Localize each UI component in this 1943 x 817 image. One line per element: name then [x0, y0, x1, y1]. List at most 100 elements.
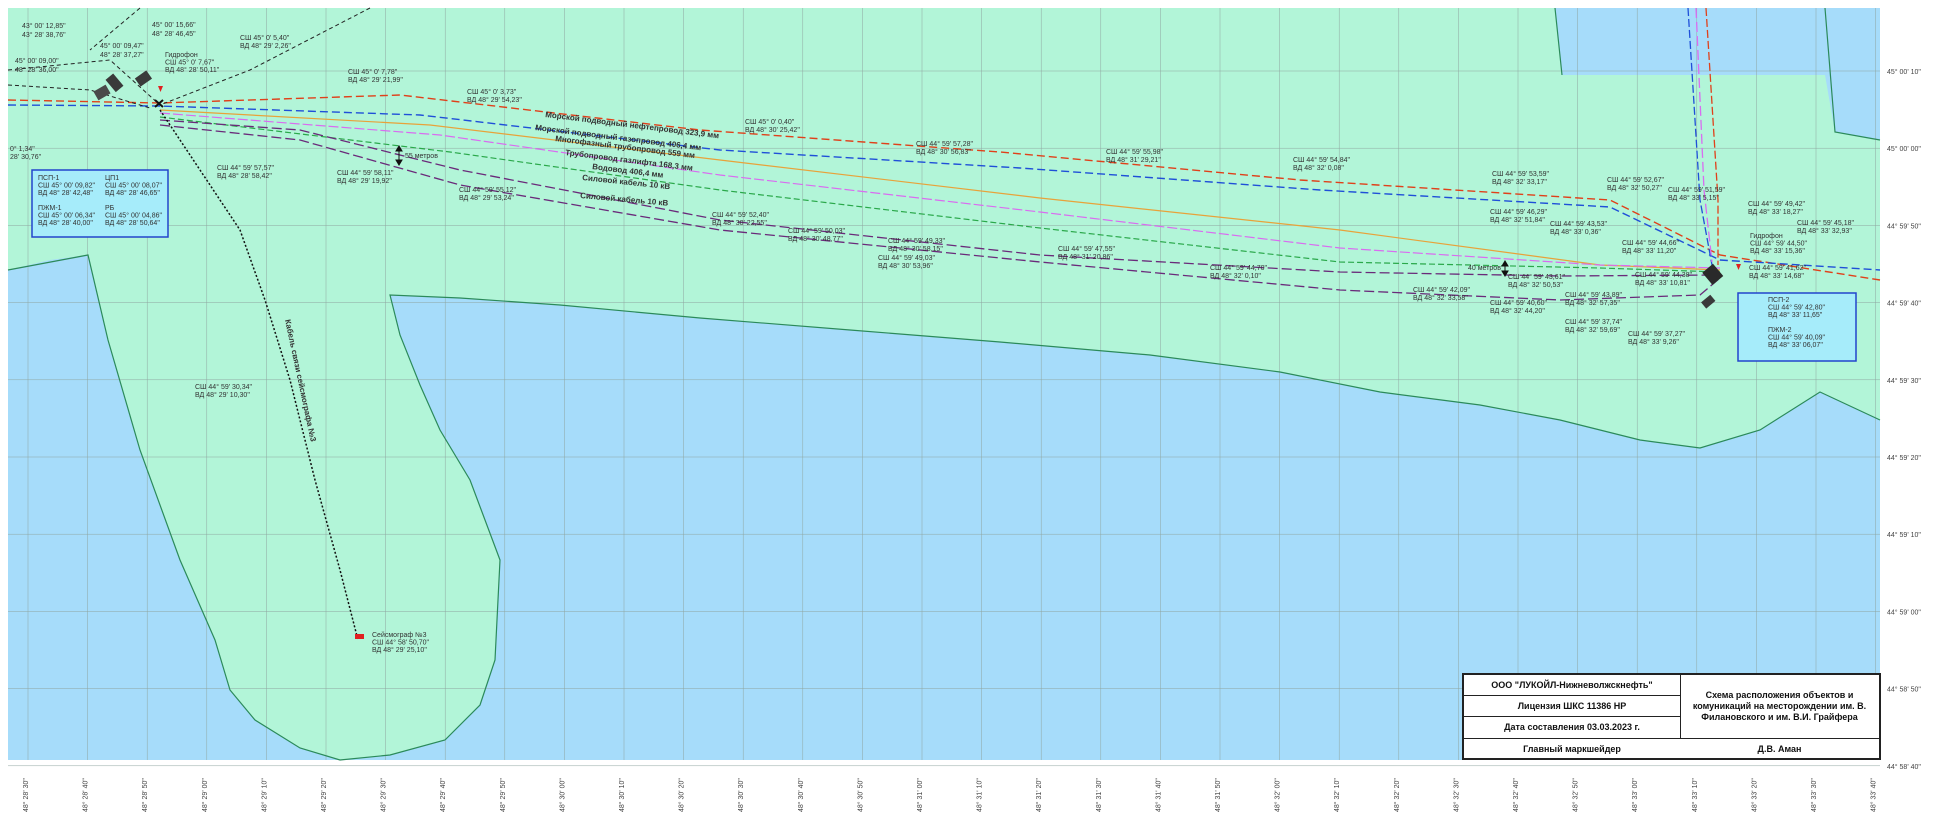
tsp-1-label: ЦП1 СШ 45° 00' 08,07" ВД 48° 28' 46,65" РБ… — [105, 175, 163, 227]
lat-tick-label: 44° 58' 50" — [1887, 686, 1921, 694]
coordinate-label: СШ 44° 59' 37,27" ВД 48° 33' 9,26" — [1628, 330, 1686, 346]
distance-label-40m: 40 метров — [1468, 265, 1501, 272]
coordinate-label: СШ 45° 0' 3,73" ВД 48° 29' 54,23" — [467, 88, 522, 104]
water-inlet — [1555, 8, 1880, 140]
coordinate-label: СШ 44° 59' 55,12" ВД 48° 29' 53,24" — [459, 186, 517, 202]
lon-tick-label: 48° 30' 50" — [856, 778, 864, 812]
pspl-2-label: ПСП-2 СШ 44° 59' 42,80" ВД 48° 33' 11,65" … — [1768, 297, 1826, 349]
oil-pipeline — [7, 94, 1881, 281]
coordinate-label: СШ 44° 59' 57,28" ВД 48° 30' 56,83" — [916, 140, 974, 156]
lon-tick-label: 48° 30' 00" — [558, 778, 566, 812]
lon-tick-label: 48° 33' 00" — [1631, 778, 1639, 812]
coordinate-label: СШ 44° 59' 52,67" ВД 48° 32' 50,27" — [1607, 176, 1665, 192]
pipelines — [7, 7, 1881, 641]
coordinate-label: СШ 44° 59' 43,61" ВД 48° 32' 50,53" — [1508, 273, 1566, 289]
lon-tick-label: 48° 31' 10" — [976, 778, 984, 812]
corner-coordinate-label: 45° 00' 09,00" 48° 28' 36,00" — [15, 57, 59, 74]
coordinate-label: СШ 44° 59' 51,59" ВД 48° 33' 5,15" — [1668, 186, 1726, 202]
lat-tick-label: 45° 00' 10" — [1887, 68, 1921, 76]
hydrophone-1-icon — [158, 86, 163, 92]
coordinate-label: СШ 44° 59' 45,18" ВД 48° 33' 32,93" — [1797, 219, 1855, 235]
coordinate-label: СШ 44° 59' 42,09" ВД 48° 32' 33,58" — [1413, 286, 1471, 302]
gaslift-pipeline — [159, 112, 1721, 269]
lon-tick-label: 48° 28' 30" — [22, 778, 30, 812]
lon-tick-label: 48° 30' 10" — [618, 778, 626, 812]
platform-1-icon — [93, 70, 164, 108]
water-pipeline — [159, 116, 1721, 273]
multiphase-riser-line — [1695, 7, 1713, 263]
lat-tick-label: 44° 59' 00" — [1887, 608, 1921, 616]
lon-tick-label: 48° 29' 10" — [260, 778, 268, 812]
title-block-left: ООО "ЛУКОЙЛ-Нижневолжскнефть" Лицензия Ш… — [1464, 675, 1681, 738]
map-title: Схема расположения объектов и комуникаци… — [1692, 690, 1867, 722]
seismograph-cable — [159, 109, 359, 641]
lat-tick-label: 44° 59' 20" — [1887, 454, 1921, 462]
corner-coordinate-label: 45° 00' 15,66" 48° 28' 46,45" — [152, 21, 196, 38]
power-cable-2 — [159, 124, 1721, 301]
coordinate-label: СШ 44° 59' 41,62" ВД 48° 33' 14,68" — [1749, 264, 1807, 280]
coordinate-label: СШ 44° 59' 30,34" ВД 48° 29' 10,30" — [195, 383, 253, 399]
lon-tick-label: 48° 33' 20" — [1750, 778, 1758, 812]
lat-tick-label: 44° 59' 40" — [1887, 300, 1921, 308]
lon-tick-label: 48° 31' 00" — [916, 778, 924, 812]
coordinate-label: СШ 44° 59' 44,66" ВД 48° 33' 11,20" — [1622, 239, 1680, 255]
lon-tick-label: 48° 31' 30" — [1095, 778, 1103, 812]
lon-tick-label: 48° 32' 20" — [1393, 778, 1401, 812]
pspl-2-box — [1737, 292, 1857, 362]
coordinate-label: СШ 45° 0' 5,40" ВД 48° 29' 2,26" — [240, 34, 291, 50]
lon-tick-label: 48° 31' 50" — [1214, 778, 1222, 812]
gas-riser-line — [1687, 7, 1713, 266]
coordinate-label: СШ 44° 59' 37,74" ВД 48° 32' 59,69" — [1565, 318, 1623, 334]
lat-tick-label: 44° 58' 40" — [1887, 763, 1921, 771]
lon-tick-label: 48° 31' 20" — [1035, 778, 1043, 812]
hydrophone-1-label: Гидрофон СШ 45° 0' 7,67" ВД 48° 28' 50,11" — [165, 52, 220, 74]
coordinate-grid — [8, 8, 1880, 767]
compilation-date: Дата составления 03.03.2023 г. — [1504, 722, 1640, 732]
coordinate-label: СШ 44° 59' 53,59" ВД 48° 32' 33,17" — [1492, 170, 1550, 186]
coordinate-label: СШ 44° 59' 40,60" ВД 48° 32' 44,20" — [1490, 299, 1548, 315]
coordinate-label: СШ 44° 59' 55,98" ВД 48° 31' 29,21" — [1106, 148, 1164, 164]
coordinate-label: СШ 44° 59' 43,89" ВД 48° 32' 57,35" — [1565, 291, 1623, 307]
lon-tick-label: 48° 32' 50" — [1572, 778, 1580, 812]
axis-ticks: 45° 00' 10" 45° 00' 00" 44° 59' 50" 44° 59'… — [22, 68, 1921, 812]
lon-tick-label: 48° 29' 00" — [201, 778, 209, 812]
surveyor-role: Главный маркшейдер — [1523, 744, 1621, 754]
lat-tick-label: 44° 59' 50" — [1887, 222, 1921, 230]
seismograph-3-icon — [355, 634, 364, 639]
corner-coordinate-label: 45° 00' 09,47" 48° 28' 37,27" — [100, 42, 144, 59]
lon-tick-label: 48° 30' 40" — [797, 778, 805, 812]
coordinate-label: СШ 44° 59' 50,03" ВД 48° 30' 48,77" — [788, 227, 846, 243]
coordinate-label: СШ 44° 59' 44,70" ВД 48° 32' 0,10" — [1210, 264, 1268, 280]
coordinate-label: СШ 44° 59' 49,33" ВД 48° 30' 58,15" — [888, 237, 946, 253]
lon-tick-label: 48° 29' 20" — [320, 778, 328, 812]
lat-tick-label: 44° 59' 30" — [1887, 377, 1921, 385]
shoreline-north — [1554, 7, 1881, 141]
water-inlet-left — [8, 8, 130, 65]
title-block: ООО "ЛУКОЙЛ-Нижневолжскнефть" Лицензия Ш… — [1462, 673, 1881, 760]
hydrophone-2-icon — [1736, 264, 1741, 270]
lon-tick-label: 48° 33' 10" — [1691, 778, 1699, 812]
hydrophone-2-label: Гидрофон СШ 44° 59' 44,50" ВД 48° 33' 15,3… — [1750, 233, 1808, 255]
coordinate-label: СШ 45° 0' 0,40" ВД 48° 30' 25,42" — [745, 118, 800, 134]
power-cable-1 — [159, 119, 1721, 277]
lon-tick-label: 48° 28' 40" — [82, 778, 90, 812]
coordinate-label: СШ 44° 59' 54,84" ВД 48° 32' 0,08" — [1293, 156, 1351, 172]
lat-tick-label: 44° 59' 10" — [1887, 531, 1921, 539]
lon-tick-label: 48° 30' 20" — [678, 778, 686, 812]
lon-tick-label: 48° 33' 30" — [1810, 778, 1818, 812]
coordinate-label: СШ 44° 59' 46,29" ВД 48° 32' 51,84" — [1490, 208, 1548, 224]
lon-tick-label: 48° 28' 50" — [141, 778, 149, 812]
coordinate-label: СШ 44° 59' 49,03" ВД 48° 30' 53,96" — [878, 254, 936, 270]
coordinate-label: СШ 44° 59' 58,11" ВД 48° 29' 19,92" — [337, 169, 394, 185]
shoreline — [7, 254, 1881, 761]
coordinate-label: СШ 44° 59' 47,55" ВД 48° 31' 20,86" — [1058, 245, 1116, 261]
lon-tick-label: 48° 30' 30" — [737, 778, 745, 812]
surveyor-name: Д.В. Аман — [1757, 744, 1802, 754]
map-labels: Морской подводный нефтепровод 323,9 ммМо… — [10, 21, 1855, 654]
lon-tick-label: 48° 33' 40" — [1870, 778, 1878, 812]
seismograph-3-label: Сейсмограф №3 СШ 44° 58' 50,70" ВД 48° 29'… — [372, 631, 430, 654]
platform-2-icon — [1701, 263, 1724, 309]
distance-label-55m: 55 метров — [405, 153, 438, 160]
gas-pipeline — [7, 104, 1881, 271]
lat-tick-label: 45° 00' 00" — [1887, 145, 1921, 153]
